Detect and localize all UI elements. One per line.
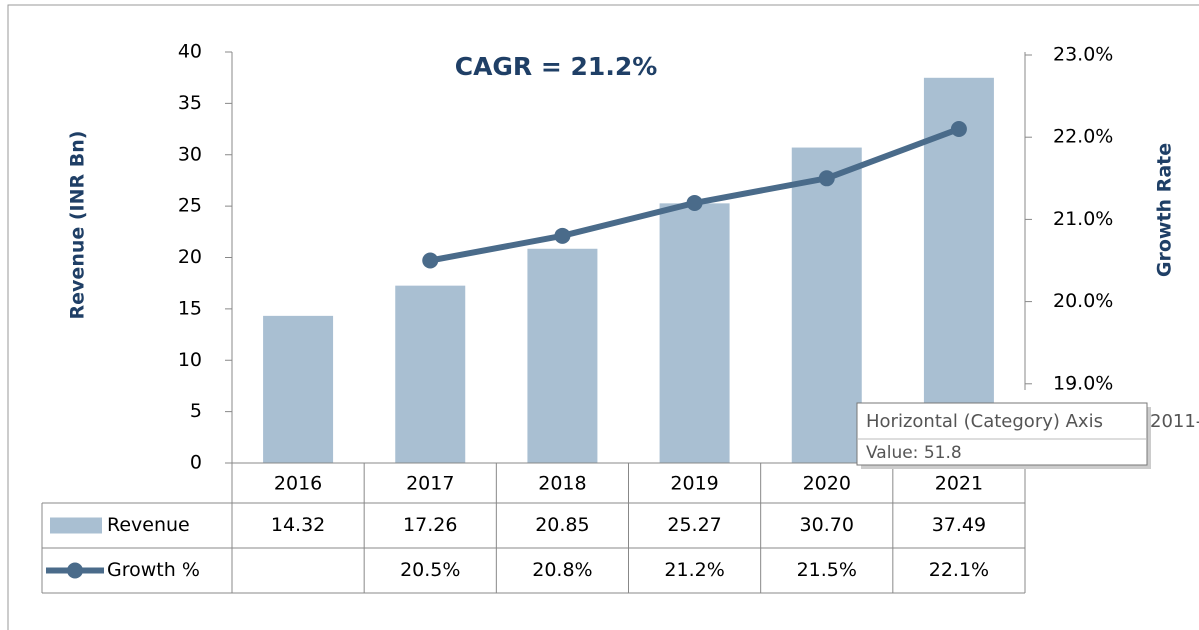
legend-marker [67, 562, 83, 579]
x-tick-label: 2020 [803, 473, 851, 495]
x-tick-label: 2019 [670, 473, 718, 495]
x-tick-label: 2018 [538, 473, 586, 495]
x-tick-label: 2021 [935, 473, 983, 495]
table-value: 21.5% [797, 559, 857, 581]
table-value: 17.26 [403, 514, 457, 536]
y2-tick-label: 23.0% [1053, 44, 1113, 66]
table-value: 22.1% [929, 559, 989, 581]
y-tick-label: 0 [190, 452, 202, 474]
legend-label: Growth % [107, 559, 200, 581]
y2-tick-label: 19.0% [1053, 372, 1113, 394]
y-tick-label: 25 [178, 195, 202, 217]
y2-axis-label: Growth Rate [1154, 143, 1176, 277]
table-value: 20.5% [400, 559, 460, 581]
tooltip-value: Value: 51.8 [866, 443, 962, 463]
table-value: 20.85 [535, 514, 589, 536]
y2-tick-label: 20.0% [1053, 290, 1113, 312]
x-tick-label: 2017 [406, 473, 454, 495]
legend-label: Revenue [107, 514, 190, 536]
tooltip-fragment: 2011- [1150, 411, 1199, 432]
y-tick-label: 10 [178, 349, 202, 371]
y-tick-label: 5 [190, 400, 202, 422]
bar [923, 77, 994, 463]
bar [791, 147, 862, 463]
bar [263, 315, 334, 463]
table-value: 14.32 [271, 514, 325, 536]
y-tick-label: 40 [178, 41, 202, 63]
growth-marker [686, 194, 703, 211]
y2-tick-label: 22.0% [1053, 126, 1113, 148]
x-tick-label: 2016 [274, 473, 322, 495]
y-axis-label: Revenue (INR Bn) [67, 131, 89, 320]
chart-frame [7, 4, 1199, 630]
table-value: 37.49 [932, 514, 986, 536]
growth-marker [818, 170, 835, 187]
legend-swatch [50, 517, 102, 534]
table-value: 30.70 [800, 514, 854, 536]
table-value: 21.2% [664, 559, 724, 581]
tooltip-title: Horizontal (Category) Axis [866, 411, 1103, 432]
y-tick-label: 20 [178, 246, 202, 268]
table-value: 20.8% [532, 559, 592, 581]
chart-title: CAGR = 21.2% [455, 52, 658, 81]
table-value: 25.27 [667, 514, 721, 536]
y-tick-label: 35 [178, 92, 202, 114]
y2-tick-label: 21.0% [1053, 208, 1113, 230]
y-tick-label: 15 [178, 297, 202, 319]
bar [527, 248, 598, 463]
tooltip-box [856, 402, 1148, 466]
growth-marker [554, 227, 571, 244]
y-tick-label: 30 [178, 143, 202, 165]
growth-marker [950, 120, 967, 137]
growth-marker [422, 252, 439, 269]
bar [659, 203, 730, 463]
bar [395, 285, 466, 463]
